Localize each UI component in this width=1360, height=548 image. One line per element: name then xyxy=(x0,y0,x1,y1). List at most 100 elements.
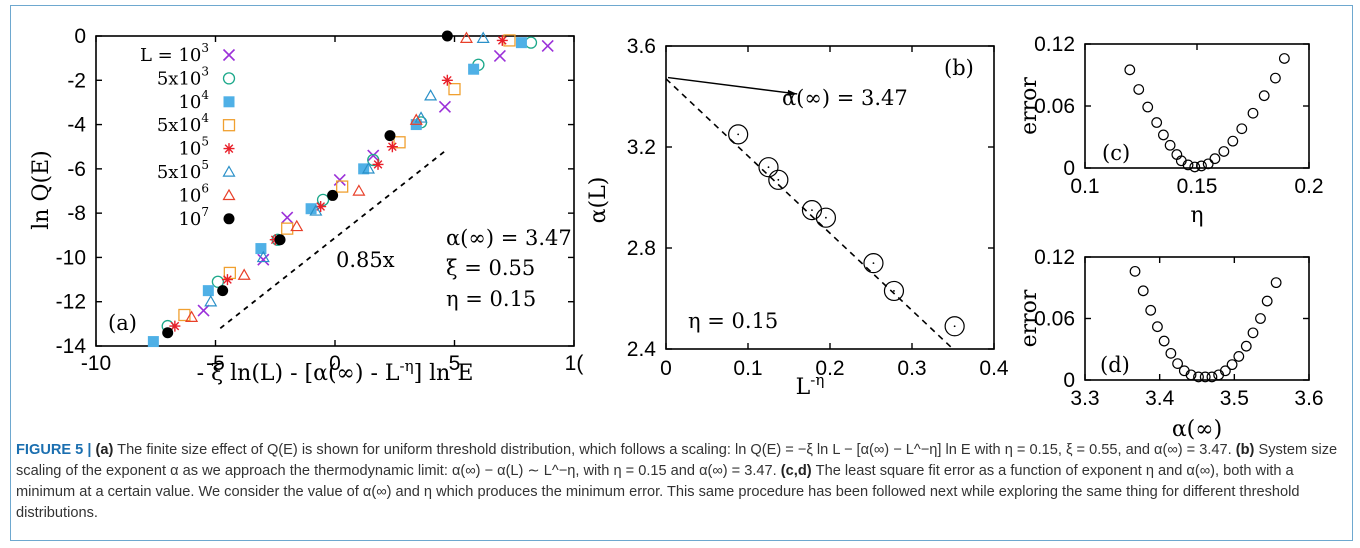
marker-x xyxy=(438,100,452,113)
panel-label-d: (d) xyxy=(1100,353,1130,377)
data-point-d xyxy=(1206,371,1218,383)
marker-dot xyxy=(384,130,396,142)
data-point-d xyxy=(1199,371,1211,383)
data-point-d xyxy=(1261,295,1273,307)
data-point-c xyxy=(1196,160,1207,172)
data-point-center-b xyxy=(777,178,780,181)
data-point-d xyxy=(1219,365,1231,377)
marker-circle xyxy=(316,193,330,207)
data-point-L5 xyxy=(221,274,233,286)
data-point-L3 xyxy=(515,37,527,49)
data-point-L8 xyxy=(162,327,174,339)
marker-triangle xyxy=(237,268,251,280)
panel-label-c: (c) xyxy=(1102,141,1130,165)
data-point-L1 xyxy=(281,211,294,224)
data-point-L8 xyxy=(327,189,339,201)
data-point-center-b xyxy=(893,290,895,292)
data-point-L4 xyxy=(178,308,191,322)
data-point-c xyxy=(1269,72,1281,84)
data-point-L7 xyxy=(459,31,473,43)
data-point-L5 xyxy=(315,201,327,212)
data-point-d xyxy=(1129,265,1141,277)
data-point-L2 xyxy=(524,36,538,49)
marker-dot xyxy=(327,189,339,201)
data-point-d xyxy=(1247,327,1259,339)
y-tick-label-d: 0.12 xyxy=(1034,246,1075,269)
y-tick-label-c: 0 xyxy=(1063,157,1075,180)
data-point-c xyxy=(1124,64,1136,76)
marker-square xyxy=(305,203,317,215)
data-point-center-b xyxy=(953,325,956,328)
data-point-L1 xyxy=(333,173,346,186)
data-point-c xyxy=(1189,161,1201,173)
data-point-c xyxy=(1182,159,1194,171)
marker-square xyxy=(468,63,480,75)
legend-marker-L1 xyxy=(222,48,236,62)
marker-dot xyxy=(162,327,174,339)
marker-x xyxy=(222,48,236,62)
marker-star xyxy=(386,141,398,153)
y-tick-label-b: 3.6 xyxy=(627,35,656,58)
figure-frame xyxy=(10,5,1353,541)
data-point-L1 xyxy=(493,49,506,62)
x-tick-label-b: 0.4 xyxy=(979,357,1009,380)
marker-x xyxy=(333,173,346,186)
data-point-d xyxy=(1145,304,1157,316)
data-point-L6 xyxy=(309,204,323,216)
marker-star xyxy=(496,34,508,46)
data-point-L6 xyxy=(424,89,438,101)
annotation-fit-a: 0.85x xyxy=(336,248,395,272)
data-point-L1 xyxy=(438,100,452,113)
marker-dot xyxy=(217,285,229,297)
y-tick-label-b: 3.2 xyxy=(627,136,656,159)
data-point-L6 xyxy=(476,31,490,43)
marker-x xyxy=(197,304,210,317)
legend-marker-L4 xyxy=(222,119,236,132)
marker-x xyxy=(541,39,554,53)
data-point-L8 xyxy=(384,130,396,142)
marker-triangle xyxy=(352,184,366,196)
marker-square-open xyxy=(393,136,406,149)
data-point-d xyxy=(1152,321,1163,333)
marker-triangle xyxy=(409,113,423,125)
y-tick-label-a: -6 xyxy=(67,158,86,181)
data-point-L2 xyxy=(211,275,225,288)
data-point-L1 xyxy=(367,149,380,162)
marker-circle xyxy=(367,153,380,167)
annotation-eta-b: η = 0.15 xyxy=(688,309,778,333)
x-tick-label-a: -10 xyxy=(81,352,111,375)
data-point-L5 xyxy=(372,158,384,170)
x-tick-label-c: 0.1 xyxy=(1070,175,1099,198)
data-point-d xyxy=(1240,340,1252,352)
x-axis-label-d: α(∞) xyxy=(1172,417,1222,442)
marker-star xyxy=(441,74,453,86)
y-tick-label-d: 0 xyxy=(1063,369,1075,392)
data-point-L7 xyxy=(237,268,251,280)
data-point-c xyxy=(1151,117,1163,128)
data-point-L3 xyxy=(468,63,480,75)
data-point-L4 xyxy=(336,180,349,193)
y-tick-label-a: -4 xyxy=(67,114,86,137)
marker-triangle xyxy=(185,310,199,322)
marker-dot xyxy=(223,213,235,225)
data-point-center-b xyxy=(872,262,875,265)
data-point-b xyxy=(815,207,837,228)
figure-caption: FIGURE 5 | (a) The finite size effect of… xyxy=(16,440,1344,524)
marker-circle xyxy=(222,72,236,85)
panel-label-b: (b) xyxy=(944,56,974,80)
x-tick-label-a: 5 xyxy=(449,352,461,375)
data-point-L5 xyxy=(386,141,398,153)
data-point-d xyxy=(1233,351,1245,362)
y-tick-label-c: 0.12 xyxy=(1034,33,1075,56)
legend-marker-L5 xyxy=(223,143,235,155)
data-point-L6 xyxy=(204,295,218,307)
data-point-L3 xyxy=(305,203,317,215)
y-axis-label-c: error xyxy=(1017,77,1042,135)
legend-marker-L7 xyxy=(222,188,236,201)
marker-x xyxy=(493,49,506,62)
caption-a-ref: (a) xyxy=(95,442,114,458)
data-point-c xyxy=(1164,139,1176,151)
data-point-L1 xyxy=(541,39,554,53)
x-axis-label-c: η xyxy=(1190,203,1203,228)
data-point-L2 xyxy=(367,153,380,167)
